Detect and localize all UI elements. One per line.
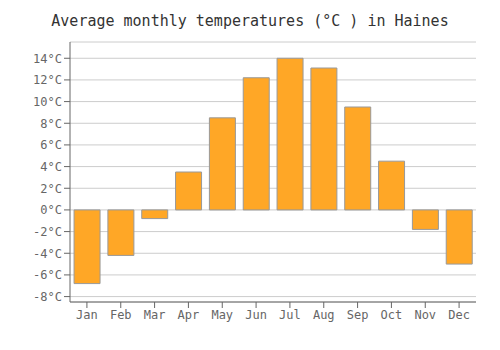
svg-text:8°C: 8°C — [40, 117, 62, 131]
svg-text:Feb: Feb — [110, 308, 132, 322]
svg-text:Dec: Dec — [448, 308, 470, 322]
svg-text:-8°C: -8°C — [33, 290, 62, 304]
svg-text:Jun: Jun — [245, 308, 267, 322]
svg-text:14°C: 14°C — [33, 52, 62, 66]
svg-text:-2°C: -2°C — [33, 225, 62, 239]
svg-text:Aug: Aug — [313, 308, 335, 322]
svg-text:Oct: Oct — [381, 308, 403, 322]
svg-text:May: May — [211, 308, 233, 322]
svg-text:Jan: Jan — [76, 308, 98, 322]
svg-text:12°C: 12°C — [33, 73, 62, 87]
svg-text:0°C: 0°C — [40, 203, 62, 217]
svg-text:Mar: Mar — [144, 308, 166, 322]
svg-text:Jul: Jul — [279, 308, 301, 322]
svg-text:4°C: 4°C — [40, 160, 62, 174]
html-text:Average monthly temperatures (: Average monthly temperatures (°C ) in Ha… — [51, 12, 449, 30]
svg-text:Apr: Apr — [178, 308, 200, 322]
svg-text:-6°C: -6°C — [33, 268, 62, 282]
svg-text:-4°C: -4°C — [33, 247, 62, 261]
svg-text:Sep: Sep — [347, 308, 369, 322]
svg-text:2°C: 2°C — [40, 182, 62, 196]
svg-text:Nov: Nov — [414, 308, 436, 322]
svg-text:10°C: 10°C — [33, 95, 62, 109]
svg-text:6°C: 6°C — [40, 138, 62, 152]
